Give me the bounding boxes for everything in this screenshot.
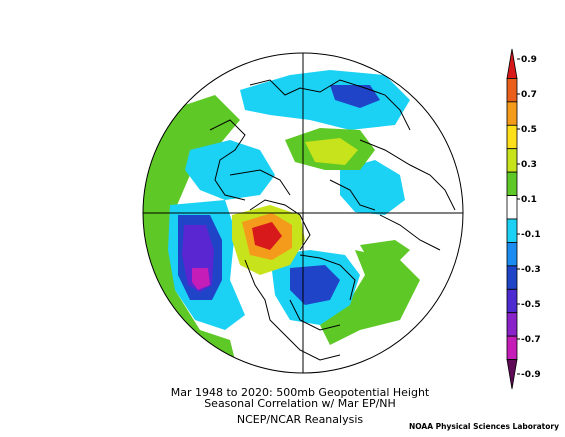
caption-line-3: NCEP/NCAR Reanalysis [236, 413, 364, 426]
colorbar-swatch [506, 312, 518, 337]
colorbar-label: 0.9 [521, 55, 537, 65]
colorbar-label: -0.7 [521, 335, 541, 345]
colorbar-label: -0.3 [521, 265, 541, 275]
credit-label: NOAA Physical Sciences Laboratory [408, 422, 559, 431]
colorbar-swatch [506, 242, 518, 267]
caption-line-1: Mar 1948 to 2020: 500mb Geopotential Hei… [170, 386, 430, 399]
colorbar-swatch [506, 48, 518, 79]
colorbar-swatch [506, 288, 518, 314]
colorbar-label: -0.1 [521, 230, 541, 240]
negative-core-pacific-strong [192, 268, 210, 290]
colorbar-swatch [506, 148, 518, 173]
colorbar-swatch [506, 265, 518, 290]
map-field [143, 53, 463, 373]
negative-region-asia [185, 140, 275, 200]
colorbar-label: -0.5 [521, 300, 541, 310]
positive-core-alaska-strong [252, 222, 282, 250]
colorbar-swatch [506, 218, 518, 243]
colorbar-swatch [506, 124, 518, 150]
colorbar-label: 0.5 [521, 125, 537, 135]
positive-core-arctic-weak [305, 138, 358, 165]
caption-line-2: Seasonal Correlation w/ Mar EP/NH [204, 397, 396, 410]
colorbar-label: 0.7 [521, 90, 537, 100]
coastlines [209, 79, 456, 361]
colorbar-label: 0.3 [521, 160, 537, 170]
colorbar-swatch [506, 335, 518, 360]
colorbar-label: -0.9 [521, 370, 541, 380]
negative-core-atlantic [330, 85, 380, 108]
colorbar-label: 0.1 [521, 195, 537, 205]
colorbar-swatch [506, 359, 518, 390]
colorbar-swatch [506, 101, 518, 126]
positive-region-east [360, 240, 410, 265]
colorbar-swatch [506, 195, 518, 220]
positive-region-atlantic [320, 250, 420, 345]
negative-region-east [340, 160, 405, 215]
colorbar-swatch [506, 171, 518, 196]
colorbar-swatch [506, 78, 518, 103]
map-border [142, 52, 464, 374]
